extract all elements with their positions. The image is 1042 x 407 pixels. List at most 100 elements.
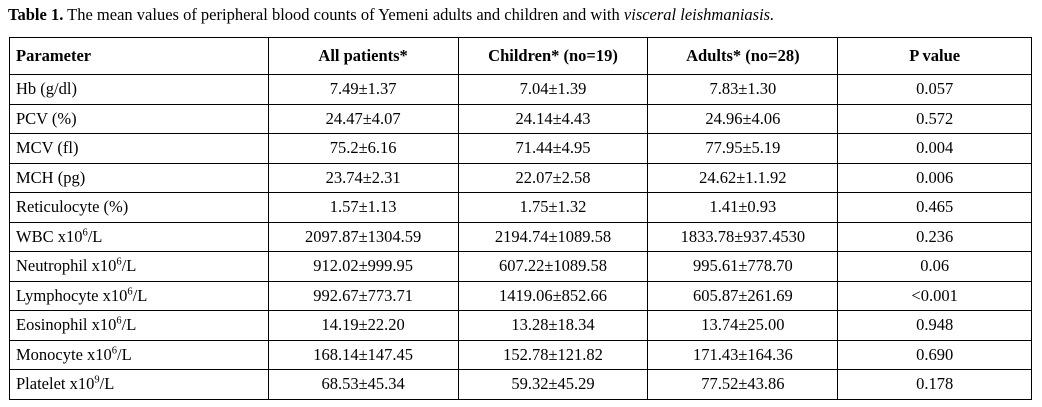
- cell-parameter: Hb (g/dl): [9, 74, 269, 105]
- parameter-exponent: 6: [127, 286, 133, 298]
- table-row: MCV (fl) 75.2±6.16 71.44±4.95 77.95±5.19 0.0…: [9, 133, 1032, 164]
- parameter-name: Lymphocyte x10: [16, 285, 128, 305]
- caption-label: Table 1.: [8, 5, 64, 24]
- cell-all-patients: 1.57±1.13: [267, 192, 459, 223]
- header-row: Parameter All patients* Children* (no=19…: [9, 37, 1032, 75]
- table-row: Hb (g/dl) 7.49±1.37 7.04±1.39 7.83±1.30 0.05…: [9, 74, 1032, 105]
- parameter-unit: /L: [121, 315, 137, 335]
- cell-children: 1.75±1.32: [457, 192, 649, 223]
- cell-p-value: 0.057: [837, 74, 1032, 105]
- cell-adults: 24.96±4.06: [647, 103, 839, 134]
- cell-all-patients: 992.67±773.71: [267, 280, 459, 311]
- cell-p-value: <0.001: [837, 280, 1032, 311]
- cell-parameter: PCV (%): [9, 103, 269, 134]
- cell-all-patients: 2097.87±1304.59: [267, 221, 459, 252]
- table-body: Hb (g/dl) 7.49±1.37 7.04±1.39 7.83±1.30 0.05…: [9, 74, 1032, 400]
- cell-children: 22.07±2.58: [457, 162, 649, 193]
- parameter-name: Hb (g/dl): [16, 79, 77, 99]
- header-adults: Adults* (no=28): [647, 37, 839, 75]
- cell-all-patients: 23.74±2.31: [267, 162, 459, 193]
- cell-p-value: 0.236: [837, 221, 1032, 252]
- cell-parameter: WBC x106/L: [9, 221, 269, 252]
- parameter-name: MCV (fl): [16, 138, 79, 158]
- cell-children: 607.22±1089.58: [457, 251, 649, 282]
- cell-adults: 995.61±778.70: [647, 251, 839, 282]
- cell-all-patients: 68.53±45.34: [267, 369, 459, 400]
- cell-adults: 7.83±1.30: [647, 74, 839, 105]
- table-row: WBC x106/L 2097.87±1304.59 2194.74±1089.58…: [9, 221, 1032, 252]
- caption-text: The mean values of peripheral blood coun…: [63, 5, 624, 24]
- cell-adults: 605.87±261.69: [647, 280, 839, 311]
- blood-counts-table: Parameter All patients* Children* (no=19…: [9, 37, 1032, 400]
- cell-children: 13.28±18.34: [457, 310, 649, 341]
- cell-children: 24.14±4.43: [457, 103, 649, 134]
- header-children: Children* (no=19): [457, 37, 649, 75]
- cell-all-patients: 7.49±1.37: [267, 74, 459, 105]
- cell-p-value: 0.004: [837, 133, 1032, 164]
- table-caption: Table 1. The mean values of peripheral b…: [8, 5, 774, 25]
- table-row: Eosinophil x106/L 14.19±22.20 13.28±18.34 1…: [9, 310, 1032, 341]
- table-row: Reticulocyte (%) 1.57±1.13 1.75±1.32 1.41±0…: [9, 192, 1032, 223]
- cell-adults: 1833.78±937.4530: [647, 221, 839, 252]
- cell-p-value: 0.465: [837, 192, 1032, 223]
- cell-children: 71.44±4.95: [457, 133, 649, 164]
- parameter-name: PCV (%): [16, 108, 77, 128]
- cell-children: 59.32±45.29: [457, 369, 649, 400]
- cell-all-patients: 75.2±6.16: [267, 133, 459, 164]
- parameter-exponent: 6: [82, 227, 88, 239]
- table-row: Platelet x109/L 68.53±45.34 59.32±45.29 77.…: [9, 369, 1032, 400]
- cell-children: 1419.06±852.66: [457, 280, 649, 311]
- parameter-unit: /L: [117, 344, 132, 364]
- cell-parameter: Neutrophil x106/L: [9, 251, 269, 282]
- parameter-exponent: 6: [116, 256, 122, 268]
- parameter-name: Neutrophil x10: [16, 256, 117, 276]
- parameter-name: WBC x10: [16, 226, 83, 246]
- parameter-unit: /L: [132, 285, 148, 305]
- parameter-exponent: 6: [111, 345, 118, 357]
- caption-italic-text: visceral leishmaniasis.: [623, 5, 775, 24]
- cell-adults: 171.43±164.36: [647, 339, 839, 370]
- cell-parameter: Eosinophil x106/L: [9, 310, 269, 341]
- cell-parameter: Lymphocyte x106/L: [9, 280, 269, 311]
- cell-children: 2194.74±1089.58: [457, 221, 649, 252]
- table-row: PCV (%) 24.47±4.07 24.14±4.43 24.96±4.06 0.5…: [9, 103, 1032, 134]
- table-row: MCH (pg) 23.74±2.31 22.07±2.58 24.62±1.1.92…: [9, 162, 1032, 193]
- parameter-unit: /L: [87, 226, 103, 246]
- parameter-unit: /L: [121, 256, 137, 276]
- parameter-name: Monocyte x10: [16, 344, 112, 364]
- cell-adults: 77.52±43.86: [647, 369, 839, 400]
- cell-parameter: Reticulocyte (%): [9, 192, 269, 223]
- header-p-value: P value: [837, 37, 1032, 75]
- parameter-name: Eosinophil x10: [16, 315, 117, 335]
- cell-children: 152.78±121.82: [457, 339, 649, 370]
- cell-p-value: 0.06: [837, 251, 1032, 282]
- cell-all-patients: 24.47±4.07: [267, 103, 459, 134]
- cell-parameter: Platelet x109/L: [9, 369, 269, 400]
- cell-p-value: 0.572: [837, 103, 1032, 134]
- table-row: Neutrophil x106/L 912.02±999.95 607.22±108…: [9, 251, 1032, 282]
- header-all-patients: All patients*: [267, 37, 459, 75]
- parameter-exponent: 6: [116, 315, 122, 327]
- parameter-name: Reticulocyte (%): [16, 197, 129, 217]
- cell-parameter: MCH (pg): [9, 162, 269, 193]
- cell-parameter: Monocyte x106/L: [9, 339, 269, 370]
- cell-all-patients: 14.19±22.20: [267, 310, 459, 341]
- cell-adults: 77.95±5.19: [647, 133, 839, 164]
- cell-children: 7.04±1.39: [457, 74, 649, 105]
- header-parameter: Parameter: [9, 37, 269, 75]
- cell-parameter: MCV (fl): [9, 133, 269, 164]
- table-row: Monocyte x106/L 168.14±147.45 152.78±121.8…: [9, 339, 1032, 370]
- table-row: Lymphocyte x106/L 992.67±773.71 1419.06±85…: [9, 280, 1032, 311]
- cell-adults: 13.74±25.00: [647, 310, 839, 341]
- parameter-name: Platelet x10: [16, 374, 95, 394]
- cell-p-value: 0.690: [837, 339, 1032, 370]
- cell-p-value: 0.948: [837, 310, 1032, 341]
- cell-p-value: 0.178: [837, 369, 1032, 400]
- cell-all-patients: 912.02±999.95: [267, 251, 459, 282]
- cell-adults: 24.62±1.1.92: [647, 162, 839, 193]
- parameter-name: MCH (pg): [16, 167, 86, 187]
- parameter-exponent: 9: [94, 374, 100, 386]
- cell-all-patients: 168.14±147.45: [267, 339, 459, 370]
- cell-adults: 1.41±0.93: [647, 192, 839, 223]
- cell-p-value: 0.006: [837, 162, 1032, 193]
